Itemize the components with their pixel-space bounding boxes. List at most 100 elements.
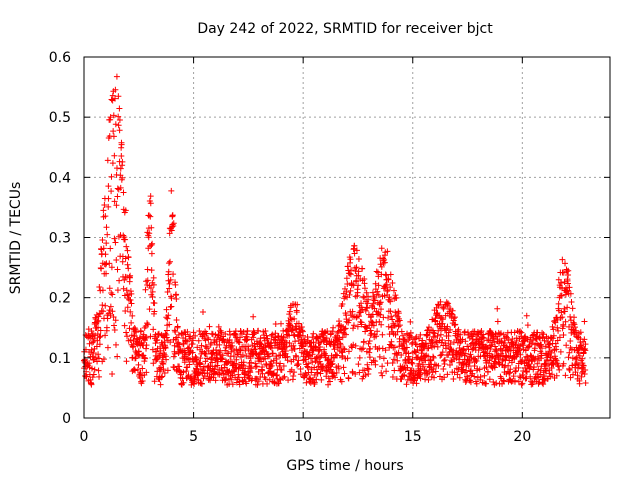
- data-point: [555, 300, 562, 307]
- data-point: [89, 339, 96, 346]
- data-point: [362, 328, 369, 335]
- data-point: [360, 338, 367, 345]
- data-point: [305, 360, 312, 367]
- data-point: [103, 224, 110, 231]
- data-point: [93, 343, 100, 350]
- data-point: [491, 364, 498, 371]
- data-point: [206, 323, 213, 330]
- data-point: [116, 117, 123, 124]
- data-point: [166, 321, 173, 328]
- data-point: [208, 330, 215, 337]
- data-point: [430, 329, 437, 336]
- data-point: [377, 306, 384, 313]
- data-point: [162, 330, 169, 337]
- data-point: [176, 341, 183, 348]
- data-point: [431, 361, 438, 368]
- data-point: [444, 371, 451, 378]
- data-point: [208, 354, 215, 361]
- data-point: [90, 371, 97, 378]
- data-point: [377, 261, 384, 268]
- data-point: [119, 258, 126, 265]
- data-point: [107, 245, 114, 252]
- data-point: [445, 337, 452, 344]
- data-point: [154, 336, 161, 343]
- data-point: [336, 335, 343, 342]
- data-point: [510, 373, 517, 380]
- data-point: [413, 380, 420, 387]
- x-tick-label: 20: [513, 429, 531, 445]
- data-point: [330, 324, 337, 331]
- data-point: [173, 316, 180, 323]
- data-point: [543, 368, 550, 375]
- data-point: [117, 165, 124, 172]
- data-point: [142, 286, 149, 293]
- data-point: [239, 377, 246, 384]
- data-point: [566, 366, 573, 373]
- data-point: [270, 371, 277, 378]
- data-point: [106, 307, 113, 314]
- data-point: [114, 193, 121, 200]
- data-point: [445, 329, 452, 336]
- data-point: [100, 245, 107, 252]
- data-point: [127, 308, 134, 315]
- data-point: [327, 366, 334, 373]
- data-point: [439, 316, 446, 323]
- data-point: [439, 349, 446, 356]
- data-point: [576, 380, 583, 387]
- data-point: [440, 357, 447, 364]
- data-point: [128, 290, 135, 297]
- data-point: [565, 267, 572, 274]
- data-point: [353, 247, 360, 254]
- data-point: [102, 332, 109, 339]
- data-point: [487, 345, 494, 352]
- data-point: [362, 307, 369, 314]
- data-point: [445, 300, 452, 307]
- data-point: [354, 289, 361, 296]
- data-point: [286, 332, 293, 339]
- data-point: [389, 280, 396, 287]
- data-point: [151, 378, 158, 385]
- data-point: [198, 380, 205, 387]
- data-point: [368, 330, 375, 337]
- data-point: [259, 364, 266, 371]
- data-point: [550, 326, 557, 333]
- data-point: [143, 369, 150, 376]
- data-point: [118, 152, 125, 159]
- data-point: [218, 365, 225, 372]
- data-point: [233, 346, 240, 353]
- data-point: [95, 367, 102, 374]
- data-point: [505, 337, 512, 344]
- data-point: [255, 368, 262, 375]
- data-point: [549, 371, 556, 378]
- data-point: [546, 344, 553, 351]
- data-point: [299, 332, 306, 339]
- data-point: [110, 128, 117, 135]
- data-point: [350, 322, 357, 329]
- data-point: [251, 330, 258, 337]
- data-point: [269, 350, 276, 357]
- data-point: [233, 356, 240, 363]
- data-point: [569, 371, 576, 378]
- data-point: [224, 359, 231, 366]
- chart-title: Day 242 of 2022, SRMTID for receiver bjc…: [197, 21, 493, 37]
- data-point: [342, 331, 349, 338]
- data-point: [128, 319, 135, 326]
- data-point: [423, 367, 430, 374]
- data-point: [168, 295, 175, 302]
- data-point: [460, 346, 467, 353]
- data-point: [124, 247, 131, 254]
- data-point: [519, 380, 526, 387]
- data-point: [352, 370, 359, 377]
- data-point: [262, 328, 269, 335]
- data-point: [95, 351, 102, 358]
- data-point: [517, 358, 524, 365]
- data-point: [91, 335, 98, 342]
- data-point: [123, 358, 130, 365]
- data-point: [297, 371, 304, 378]
- data-point: [213, 338, 220, 345]
- data-point: [392, 309, 399, 316]
- data-point: [346, 291, 353, 298]
- data-point: [290, 342, 297, 349]
- data-point: [372, 280, 379, 287]
